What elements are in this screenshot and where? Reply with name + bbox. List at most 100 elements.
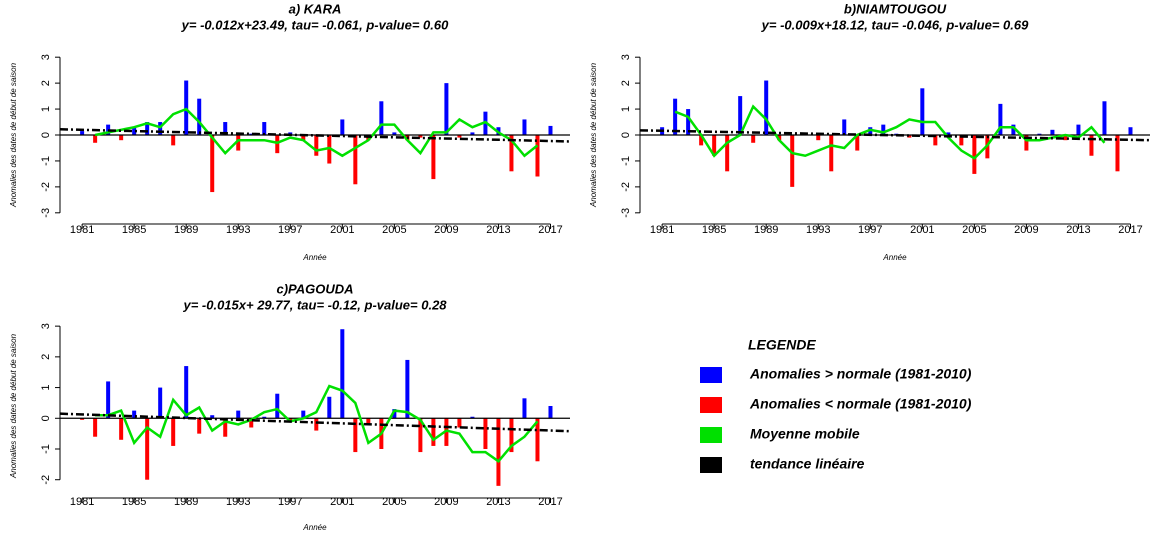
bar	[431, 418, 436, 446]
legend-swatch	[700, 367, 722, 383]
bar	[457, 418, 462, 428]
legend-label: Anomalies > normale (1981-2010)	[749, 366, 972, 382]
legend-swatch	[700, 397, 722, 413]
bar	[366, 418, 371, 425]
bar	[106, 381, 111, 419]
trend-line	[59, 412, 571, 433]
legend-label: Anomalies < normale (1981-2010)	[749, 396, 972, 412]
bar	[93, 418, 98, 437]
x-tick-label: 1997	[278, 496, 302, 508]
y-tick-label: 1	[40, 385, 52, 391]
x-tick-label: 2001	[330, 496, 354, 508]
bar	[431, 135, 436, 180]
bar	[1102, 101, 1107, 135]
bar	[327, 396, 332, 419]
y-tick-label: -2	[40, 475, 52, 485]
moving-average	[674, 104, 1106, 160]
bar	[145, 418, 150, 480]
bar	[496, 418, 501, 486]
bar	[509, 135, 514, 172]
bar	[998, 103, 1003, 135]
x-tick-label: 1989	[754, 224, 778, 236]
bar	[1128, 127, 1133, 135]
bar	[418, 418, 423, 453]
trend-line	[639, 129, 1151, 142]
y-tick-label: -3	[620, 208, 632, 218]
moving-average	[94, 107, 539, 158]
bar	[881, 124, 886, 135]
bar	[548, 406, 553, 419]
legend-title: LEGENDE	[748, 337, 816, 353]
bar	[457, 135, 462, 138]
x-tick-label: 2005	[382, 496, 406, 508]
bar	[816, 135, 821, 141]
bar	[379, 101, 384, 135]
bar	[829, 135, 834, 172]
bar	[236, 135, 241, 151]
y-tick-label: -1	[620, 156, 632, 166]
x-tick-label: 1993	[226, 496, 250, 508]
x-tick-label: 1985	[702, 224, 726, 236]
bar	[959, 135, 964, 146]
legend-swatch	[700, 427, 722, 443]
bar	[483, 418, 488, 449]
bar	[223, 418, 228, 437]
x-tick-label: 2001	[910, 224, 934, 236]
bar	[314, 135, 319, 156]
x-tick-label: 1981	[70, 224, 94, 236]
chart-subtitle: y= -0.009x+18.12, tau= -0.046, p-value= …	[761, 17, 1029, 32]
y-tick-label: 2	[40, 354, 52, 360]
bar	[738, 96, 743, 135]
x-tick-label: 2013	[486, 496, 510, 508]
bar	[340, 329, 345, 419]
bar	[210, 135, 215, 193]
bar	[444, 418, 449, 446]
bar	[1011, 124, 1016, 135]
bar	[418, 135, 423, 138]
bar	[470, 416, 475, 419]
x-tick-label: 2013	[486, 224, 510, 236]
bar	[1089, 135, 1094, 156]
bar	[223, 122, 228, 135]
bar	[405, 359, 410, 419]
bar	[673, 98, 678, 135]
x-tick-label: 2017	[1118, 224, 1142, 236]
bar	[751, 135, 756, 143]
bar	[1076, 124, 1081, 135]
y-axis-label: Anomalies des dates de début de saison	[9, 333, 18, 479]
y-axis-label: Anomalies des dates de début de saison	[9, 62, 18, 208]
x-tick-label: 1993	[226, 224, 250, 236]
y-axis-label: Anomalies des dates de début de saison	[589, 62, 598, 208]
bar	[725, 135, 730, 172]
bar	[444, 83, 449, 135]
bar	[972, 135, 977, 174]
bar	[184, 366, 189, 419]
bar	[275, 393, 280, 419]
bar	[132, 410, 137, 419]
bar	[301, 135, 306, 141]
chart-subtitle: y= -0.015x+ 29.77, tau= -0.12, p-value= …	[182, 297, 447, 312]
bar	[522, 398, 527, 419]
trend-line	[59, 128, 571, 143]
bar	[197, 418, 202, 434]
bar	[249, 418, 254, 428]
bar	[197, 98, 202, 135]
x-tick-label: 2017	[538, 224, 562, 236]
bar	[686, 109, 691, 135]
bar	[392, 409, 397, 419]
y-tick-label: -1	[40, 444, 52, 454]
y-tick-label: 3	[40, 323, 52, 329]
bar	[392, 132, 397, 135]
bar	[262, 416, 267, 419]
x-tick-label: 1989	[174, 224, 198, 236]
x-tick-label: 2001	[330, 224, 354, 236]
bar	[314, 418, 319, 431]
y-tick-label: 1	[620, 106, 632, 112]
y-tick-label: -2	[620, 182, 632, 192]
bar	[1115, 135, 1120, 172]
bar	[842, 119, 847, 135]
y-tick-label: -2	[40, 182, 52, 192]
chart-title: b)NIAMTOUGOU	[844, 1, 947, 16]
bar	[1037, 133, 1042, 135]
